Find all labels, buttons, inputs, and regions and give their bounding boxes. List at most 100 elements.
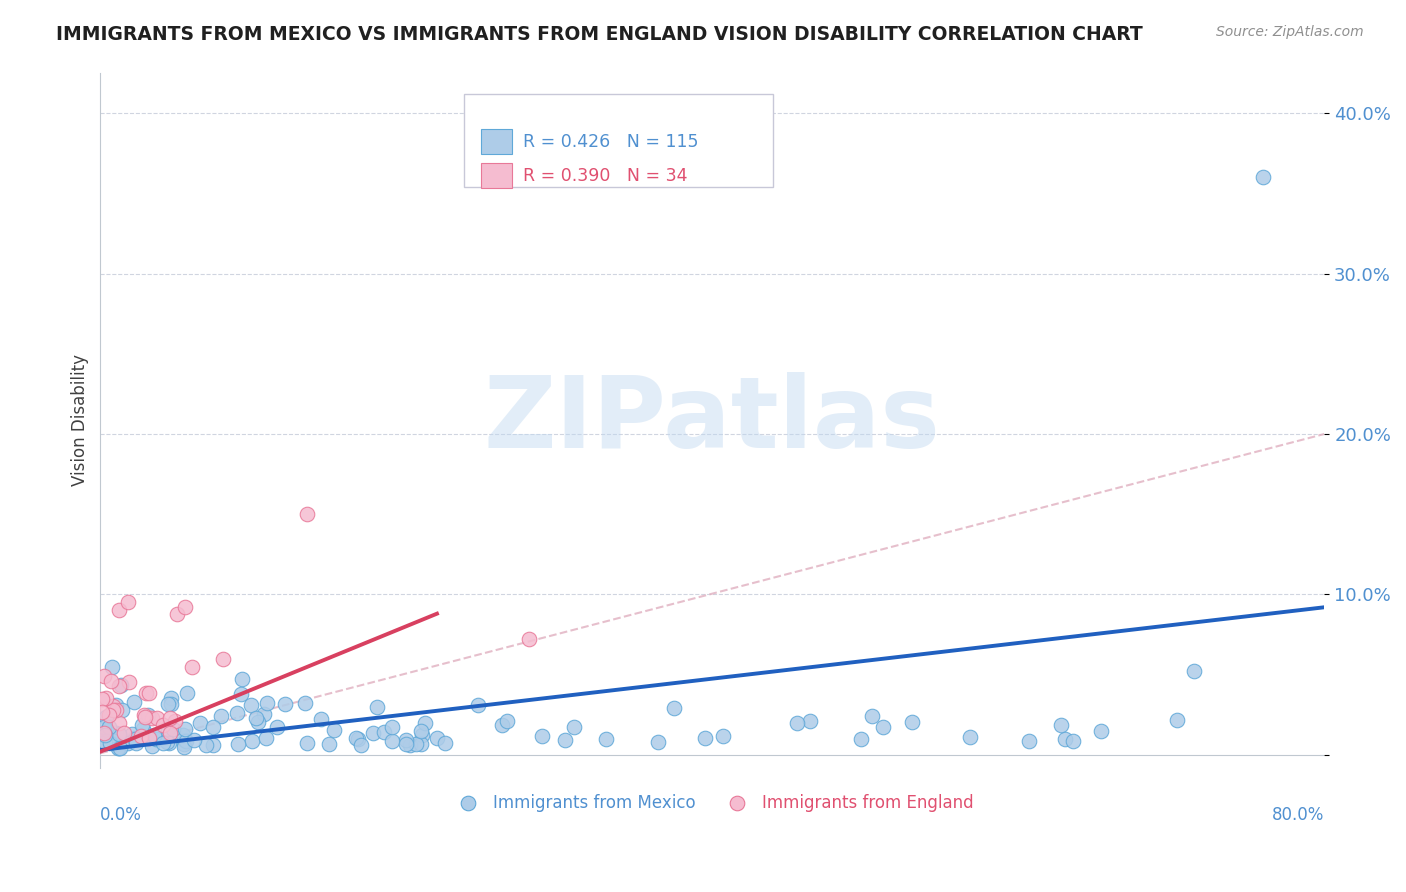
Point (231, 672, 253, 686)
Point (799, 714, 821, 728)
Point (108, 726, 131, 740)
Point (166, 607, 188, 621)
Point (413, 716, 436, 731)
Point (141, 711, 163, 725)
Text: Source: ZipAtlas.com: Source: ZipAtlas.com (1216, 25, 1364, 39)
Point (110, 741, 132, 756)
Text: ZIPatlas: ZIPatlas (484, 372, 941, 469)
Point (96, 723, 118, 738)
Text: R = 0.426   N = 115: R = 0.426 N = 115 (523, 133, 699, 151)
Point (160, 691, 183, 706)
Point (467, 698, 489, 713)
Point (872, 720, 894, 734)
Point (517, 632, 540, 647)
Point (112, 726, 135, 740)
Point (323, 723, 346, 737)
Point (530, 730, 553, 744)
Point (398, 738, 420, 752)
Point (142, 728, 165, 742)
Point (240, 734, 263, 748)
Point (183, 732, 205, 747)
Point (157, 736, 180, 750)
Point (901, 714, 924, 729)
Text: 80.0%: 80.0% (1272, 805, 1324, 824)
Point (786, 715, 808, 730)
Point (1053, 732, 1076, 747)
Point (101, 703, 124, 717)
Point (134, 708, 156, 723)
Point (160, 697, 183, 711)
Point (124, 732, 146, 747)
Point (93, 734, 115, 748)
Point (1182, 664, 1205, 678)
Point (409, 723, 432, 738)
Point (711, 729, 734, 743)
Point (693, 731, 716, 745)
Point (173, 733, 195, 747)
Point (156, 697, 179, 711)
Point (381, 734, 404, 748)
Point (295, 736, 318, 750)
Point (117, 736, 139, 750)
Point (172, 728, 194, 742)
Point (309, 712, 332, 726)
Point (254, 731, 277, 745)
Point (209, 709, 232, 723)
Point (662, 701, 685, 715)
Point (117, 595, 139, 609)
Point (860, 709, 883, 723)
Point (132, 722, 155, 736)
Point (121, 733, 143, 747)
Point (491, 718, 513, 732)
Point (107, 741, 129, 756)
Point (176, 686, 198, 700)
Point (131, 718, 153, 732)
Y-axis label: Vision Disability: Vision Disability (72, 354, 89, 486)
Point (162, 722, 184, 736)
Point (174, 734, 197, 748)
Point (93, 668, 115, 682)
Point (239, 698, 262, 713)
Point (350, 738, 373, 752)
Point (274, 697, 297, 711)
Point (1050, 718, 1073, 732)
Point (105, 703, 128, 717)
Point (145, 732, 167, 747)
Point (90, 691, 112, 706)
Point (152, 736, 174, 750)
Point (159, 711, 181, 725)
Point (110, 678, 132, 692)
Point (108, 727, 131, 741)
Point (426, 731, 449, 745)
Point (104, 698, 127, 713)
Point (266, 720, 288, 734)
Point (411, 728, 433, 742)
Point (433, 735, 456, 749)
Point (156, 735, 179, 749)
Point (318, 737, 340, 751)
Point (129, 729, 152, 743)
Point (107, 715, 129, 730)
Point (91, 736, 114, 750)
Point (246, 715, 269, 730)
Point (118, 674, 141, 689)
Point (122, 695, 145, 709)
Point (959, 730, 981, 744)
Point (245, 711, 267, 725)
Point (256, 696, 278, 710)
Point (181, 659, 204, 673)
Text: R = 0.390   N = 34: R = 0.390 N = 34 (523, 167, 688, 185)
Point (138, 686, 160, 700)
Point (165, 714, 187, 729)
Point (90, 705, 112, 719)
Point (94, 709, 117, 723)
Point (96, 691, 118, 706)
Point (108, 679, 131, 693)
Point (564, 720, 586, 734)
Point (134, 710, 156, 724)
Point (141, 739, 163, 753)
Point (211, 651, 233, 665)
Point (146, 711, 169, 725)
Point (202, 739, 225, 753)
Point (103, 734, 125, 748)
